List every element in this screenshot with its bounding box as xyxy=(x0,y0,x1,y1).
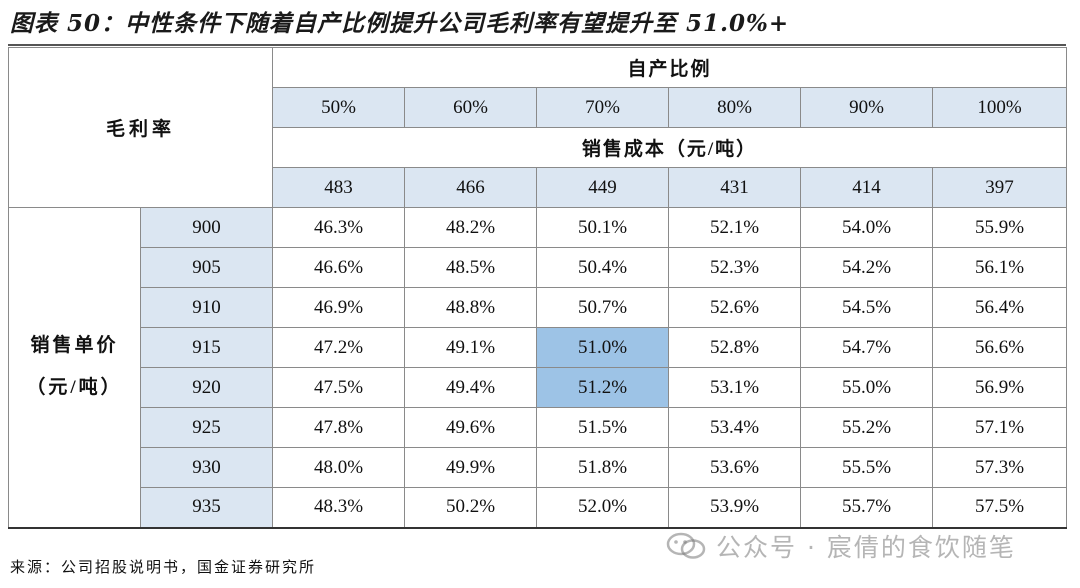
price-axis-label: 销售单价 （元/吨） xyxy=(8,207,141,529)
margin-cell: 47.8% xyxy=(272,407,406,448)
margin-cell: 48.2% xyxy=(404,207,538,248)
margin-cell: 50.4% xyxy=(536,247,670,288)
table-row: 910 46.9% 48.8% 50.7% 52.6% 54.5% 56.4% xyxy=(9,287,1068,328)
margin-cell: 50.1% xyxy=(536,207,670,248)
source-note: 来源：公司招股说明书，国金证券研究所 xyxy=(10,558,317,576)
cost-header-cell: 414 xyxy=(800,167,934,208)
margin-cell: 47.2% xyxy=(272,327,406,368)
margin-cell: 53.4% xyxy=(668,407,802,448)
margin-cell: 46.6% xyxy=(272,247,406,288)
margin-cell: 53.9% xyxy=(668,487,802,529)
ratio-header-cell: 90% xyxy=(800,87,934,128)
wechat-icon xyxy=(666,532,706,559)
price-cell: 910 xyxy=(139,287,274,328)
cost-header: 销售成本（元/吨） xyxy=(272,127,1068,168)
price-label-line2: （元/吨） xyxy=(26,377,123,399)
table-row: 930 48.0% 49.9% 51.8% 53.6% 55.5% 57.3% xyxy=(9,447,1068,488)
price-cell: 930 xyxy=(139,447,274,488)
margin-cell: 56.6% xyxy=(932,327,1068,368)
margin-cell: 49.9% xyxy=(404,447,538,488)
cost-header-cell: 449 xyxy=(536,167,670,208)
margin-cell: 54.0% xyxy=(800,207,934,248)
cost-header-cell: 466 xyxy=(404,167,538,208)
margin-cell: 49.4% xyxy=(404,367,538,408)
margin-cell: 52.0% xyxy=(536,487,670,529)
ratio-header-cell: 70% xyxy=(536,87,670,128)
margin-cell: 57.1% xyxy=(932,407,1068,448)
margin-cell: 54.7% xyxy=(800,327,934,368)
margin-cell: 53.1% xyxy=(668,367,802,408)
margin-cell: 48.0% xyxy=(272,447,406,488)
margin-cell: 53.6% xyxy=(668,447,802,488)
ratio-header-cell: 80% xyxy=(668,87,802,128)
margin-cell: 55.0% xyxy=(800,367,934,408)
highlighted-margin-cell: 51.2% xyxy=(536,367,670,408)
margin-cell: 56.1% xyxy=(932,247,1068,288)
table-row: 925 47.8% 49.6% 51.5% 53.4% 55.2% 57.1% xyxy=(9,407,1068,448)
margin-cell: 55.7% xyxy=(800,487,934,529)
margin-cell: 47.5% xyxy=(272,367,406,408)
cost-header-cell: 483 xyxy=(272,167,406,208)
ratio-header-cell: 60% xyxy=(404,87,538,128)
title-rule xyxy=(8,44,1066,46)
margin-cell: 46.9% xyxy=(272,287,406,328)
margin-cell: 48.5% xyxy=(404,247,538,288)
margin-cell: 55.5% xyxy=(800,447,934,488)
margin-cell: 49.6% xyxy=(404,407,538,448)
table-row: 销售单价 （元/吨） 900 46.3% 48.2% 50.1% 52.1% 54.0% 55.… xyxy=(8,207,1068,529)
margin-cell: 55.9% xyxy=(932,207,1068,248)
margin-cell: 50.2% xyxy=(404,487,538,529)
margin-cell: 54.2% xyxy=(800,247,934,288)
table-row: 905 46.6% 48.5% 50.4% 52.3% 54.2% 56.1% xyxy=(9,247,1068,288)
margin-cell: 50.7% xyxy=(536,287,670,328)
price-cell: 900 xyxy=(139,207,274,248)
highlighted-margin-cell: 51.0% xyxy=(536,327,670,368)
price-cell: 935 xyxy=(139,487,274,529)
ratio-header-cell: 100% xyxy=(932,87,1068,128)
watermark: 公众号 · 宸倩的食饮随笔 xyxy=(666,528,1016,564)
figure-title: 图表 50：中性条件下随着自产比例提升公司毛利率有望提升至 51.0%+ xyxy=(10,10,790,37)
margin-cell: 48.3% xyxy=(272,487,406,529)
watermark-text: 公众号 · 宸倩的食饮随笔 xyxy=(716,533,1016,562)
margin-sensitivity-table: 毛利率 自产比例 50% 60% 70% 80% 90% 100% 销售成本（元/吨） 4… xyxy=(7,47,1068,529)
margin-cell: 52.6% xyxy=(668,287,802,328)
table-row: 935 48.3% 50.2% 52.0% 53.9% 55.7% 57.5% xyxy=(9,487,1068,529)
margin-cell: 48.8% xyxy=(404,287,538,328)
margin-cell: 51.8% xyxy=(536,447,670,488)
margin-cell: 54.5% xyxy=(800,287,934,328)
margin-cell: 55.2% xyxy=(800,407,934,448)
margin-cell: 57.5% xyxy=(932,487,1068,529)
margin-cell: 52.3% xyxy=(668,247,802,288)
price-cell: 920 xyxy=(139,367,274,408)
ratio-header-cell: 50% xyxy=(272,87,406,128)
margin-cell: 56.4% xyxy=(932,287,1068,328)
table-row: 920 47.5% 49.4% 51.2% 53.1% 55.0% 56.9% xyxy=(9,367,1068,408)
margin-cell: 57.3% xyxy=(932,447,1068,488)
price-cell: 925 xyxy=(139,407,274,448)
self-ratio-header: 自产比例 xyxy=(272,47,1068,88)
price-label-line1: 销售单价 xyxy=(30,335,119,357)
corner-label: 毛利率 xyxy=(7,47,274,208)
price-cell: 915 xyxy=(139,327,274,368)
margin-cell: 56.9% xyxy=(932,367,1068,408)
margin-cell: 46.3% xyxy=(272,207,406,248)
margin-cell: 52.1% xyxy=(668,207,802,248)
table-row: 915 47.2% 49.1% 51.0% 52.8% 54.7% 56.6% xyxy=(9,327,1068,368)
cost-header-cell: 397 xyxy=(932,167,1068,208)
margin-cell: 52.8% xyxy=(668,327,802,368)
price-cell: 905 xyxy=(139,247,274,288)
margin-cell: 49.1% xyxy=(404,327,538,368)
cost-header-cell: 431 xyxy=(668,167,802,208)
margin-cell: 51.5% xyxy=(536,407,670,448)
